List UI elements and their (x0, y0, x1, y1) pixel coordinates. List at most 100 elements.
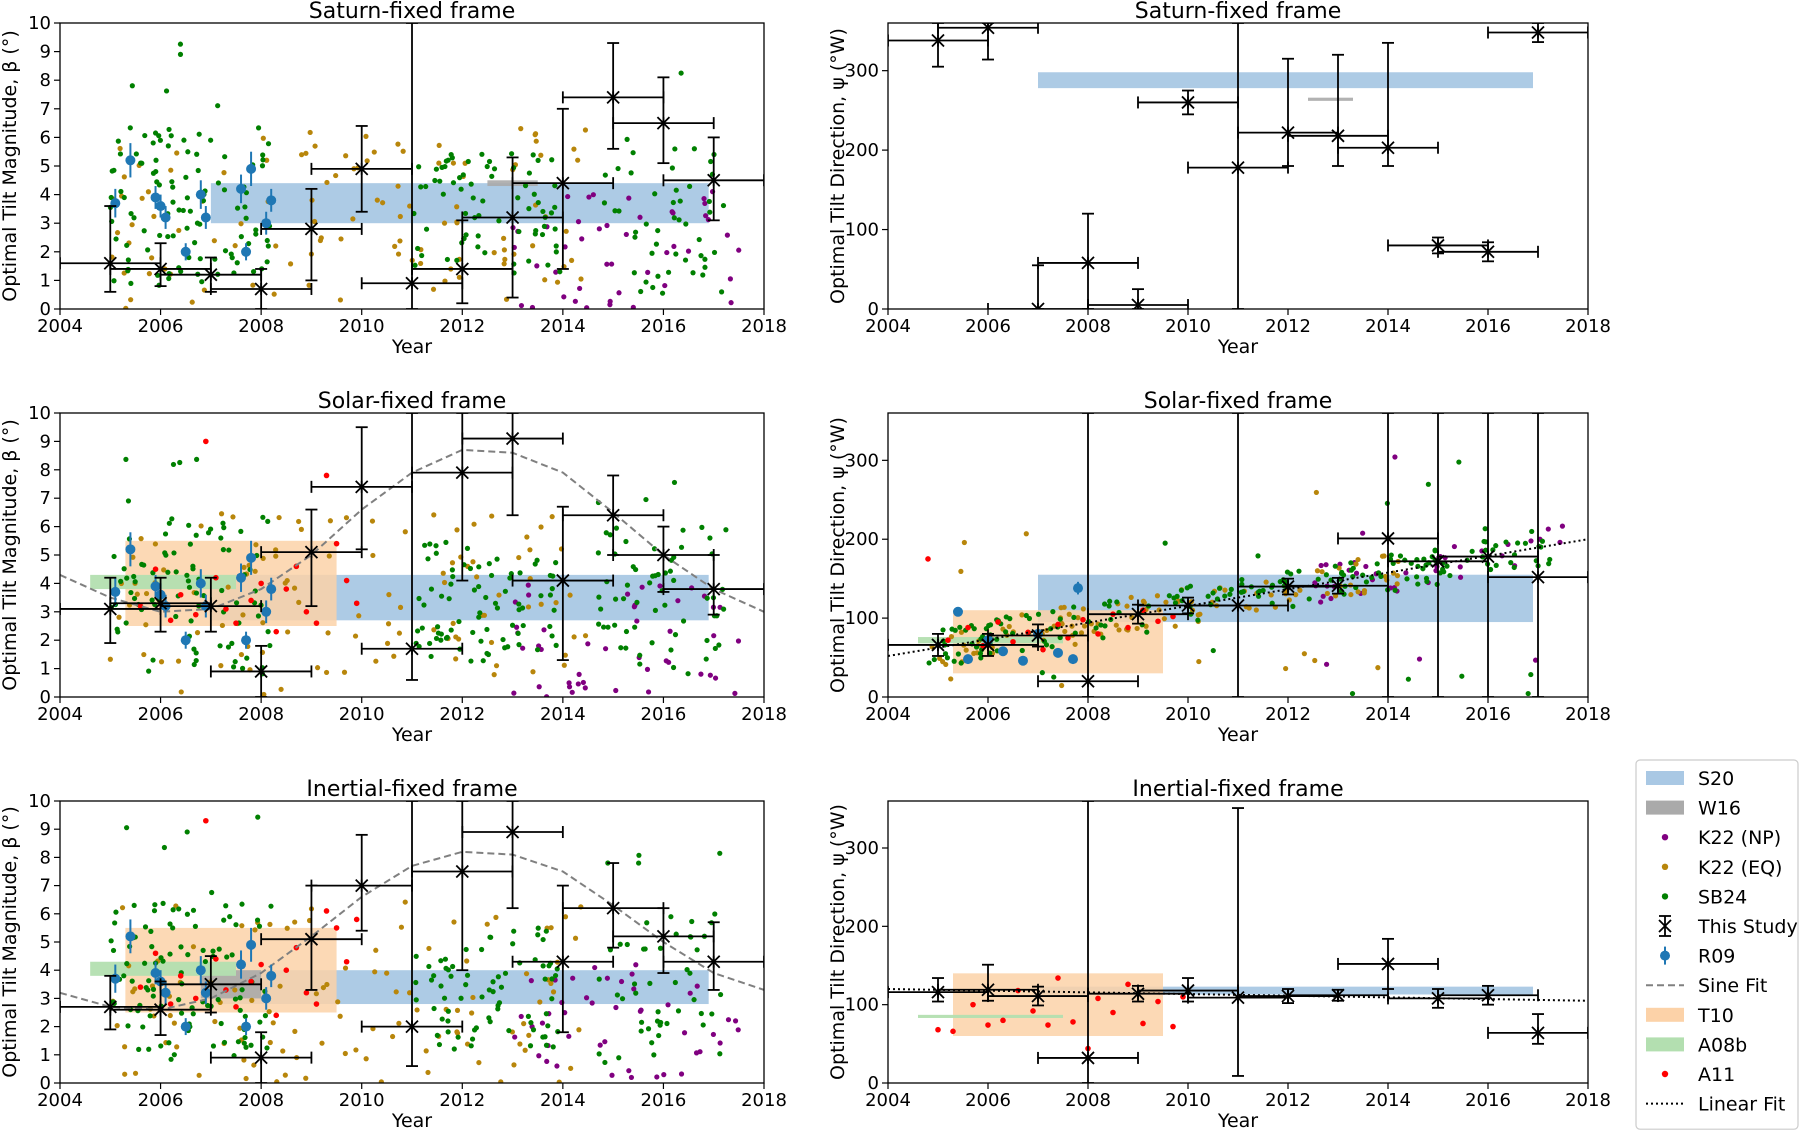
point-SB24 (448, 973, 454, 979)
point-K22_EQ (143, 622, 149, 628)
point-SB24 (1539, 538, 1546, 544)
point-SB24 (1508, 560, 1514, 566)
point-SB24 (1323, 572, 1329, 578)
point-SB24 (265, 141, 272, 147)
this-study-point (1287, 988, 1389, 1002)
point-SB24 (704, 637, 710, 644)
point-SB24 (113, 909, 119, 915)
point-K22_EQ (491, 672, 497, 678)
point-SB24 (1239, 577, 1245, 583)
this-study-point (209, 644, 313, 697)
point-SB24 (115, 629, 121, 635)
point-SB24 (540, 963, 546, 969)
point-SB24 (530, 152, 536, 158)
point-K22_EQ (453, 634, 459, 640)
point-A11 (343, 958, 350, 965)
point-K22_NP (1392, 454, 1398, 460)
point-SB24 (443, 158, 449, 164)
point-K22_EQ (1006, 623, 1012, 630)
point-SB24 (439, 1016, 445, 1022)
point-R09 (1073, 583, 1083, 594)
point-SB24 (987, 622, 994, 628)
point-SB24 (1528, 671, 1534, 678)
chart-panel-solar-beta: 2004 2006 2008 2010 2012 2014 2016 2018 0 1 2 3 4 5 6 7… (0, 389, 787, 746)
point-K22_EQ (243, 1075, 249, 1082)
point-K22_EQ (1301, 651, 1307, 657)
point-SB24 (1171, 595, 1177, 601)
point-SB24 (413, 953, 419, 959)
point-SB24 (1350, 565, 1356, 571)
point-K22_EQ (961, 539, 967, 546)
point-K22_EQ (1313, 489, 1319, 496)
point-SB24 (638, 1028, 644, 1034)
point-SB24 (160, 900, 166, 906)
point-K22_EQ (576, 1027, 582, 1033)
point-K22_EQ (1314, 568, 1321, 574)
point-SB24 (1424, 578, 1430, 585)
point-SB24 (129, 83, 135, 89)
point-SB24 (253, 227, 259, 233)
point-SB24 (265, 518, 271, 524)
point-SB24 (437, 178, 443, 184)
point-SB24 (511, 928, 517, 934)
point-K22_EQ (363, 133, 369, 139)
point-SB24 (649, 250, 655, 256)
point-SB24 (552, 226, 558, 232)
point-SB24 (1072, 630, 1078, 636)
point-SB24 (199, 279, 205, 285)
point-K22_EQ (563, 228, 569, 234)
point-K22_EQ (196, 1072, 202, 1078)
point-SB24 (505, 644, 511, 650)
y-tick-label: 9 (40, 42, 51, 63)
point-SB24 (691, 146, 697, 152)
point-SB24 (470, 195, 476, 201)
point-SB24 (651, 1052, 657, 1058)
point-K22_EQ (530, 669, 536, 675)
point-SB24 (163, 88, 170, 94)
point-SB24 (1093, 625, 1099, 631)
point-SB24 (1414, 574, 1420, 580)
point-SB24 (1388, 552, 1394, 558)
point-SB24 (221, 187, 228, 193)
point-R09 (125, 931, 136, 942)
point-K22_NP (645, 269, 651, 275)
point-K22_EQ (314, 665, 321, 671)
point-SB24 (128, 210, 134, 217)
point-K22_EQ (484, 921, 490, 927)
point-A11 (935, 1026, 941, 1033)
point-SB24 (140, 1024, 146, 1030)
point-SB24 (418, 184, 424, 190)
marker-star (1381, 957, 1395, 971)
this-study-point (1187, 413, 1289, 697)
point-K22_NP (626, 1068, 632, 1074)
point-K22_EQ (1312, 657, 1318, 664)
point-SB24 (255, 125, 262, 131)
point-SB24 (669, 165, 675, 171)
point-R09 (246, 163, 257, 174)
point-K22_EQ (335, 999, 341, 1005)
point-A11 (248, 597, 254, 604)
legend-swatch (1661, 834, 1669, 841)
point-SB24 (519, 605, 526, 611)
point-K22_EQ (232, 987, 238, 993)
point-K22_EQ (523, 971, 530, 977)
point-K22_EQ (1154, 593, 1161, 599)
this-study-point (109, 980, 212, 1036)
x-tick-label: 2012 (439, 316, 485, 337)
point-K22_EQ (397, 604, 404, 610)
point-K22_EQ (149, 255, 155, 261)
point-K22_NP (711, 633, 717, 639)
point-K22_EQ (273, 553, 279, 559)
point-SB24 (121, 973, 127, 979)
point-K22_EQ (267, 921, 273, 927)
point-SB24 (520, 622, 526, 629)
point-K22_EQ (291, 585, 298, 591)
point-SB24 (668, 914, 674, 920)
this-study-point (360, 413, 464, 681)
y-axis-label: Optimal Tilt Direction, ψ (°W) (827, 28, 849, 304)
point-SB24 (191, 661, 197, 668)
point-SB24 (255, 613, 262, 619)
point-SB24 (239, 665, 246, 671)
legend-swatch (1646, 1037, 1684, 1052)
point-SB24 (723, 527, 729, 533)
